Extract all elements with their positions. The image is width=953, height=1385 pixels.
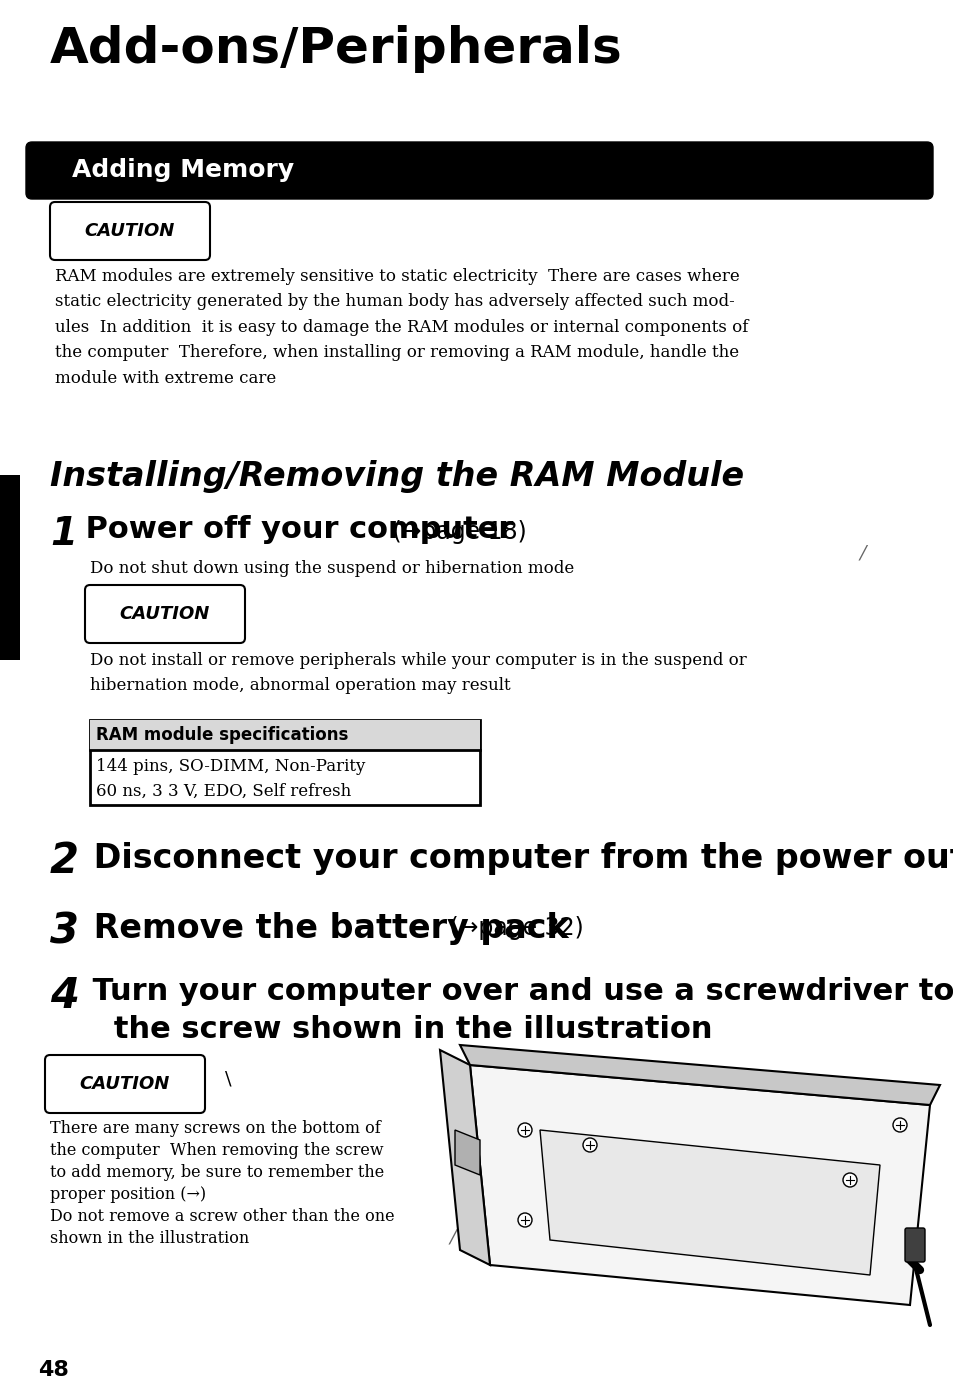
FancyBboxPatch shape: [45, 1055, 205, 1114]
Polygon shape: [459, 1046, 939, 1105]
Text: 4: 4: [50, 975, 79, 1017]
Text: proper position (→): proper position (→): [50, 1186, 206, 1204]
Text: 144 pins, SO-DIMM, Non-Parity: 144 pins, SO-DIMM, Non-Parity: [96, 758, 365, 776]
Bar: [90, 720, 479, 751]
Circle shape: [517, 1213, 532, 1227]
Polygon shape: [470, 1065, 929, 1305]
Text: 48: 48: [38, 1360, 69, 1379]
Text: Power off your computer: Power off your computer: [75, 515, 513, 544]
Text: Add-ons/Peripherals: Add-ons/Peripherals: [50, 25, 622, 73]
Polygon shape: [455, 1130, 479, 1174]
Text: (→page 18): (→page 18): [385, 519, 526, 544]
Text: the computer  When removing the screw: the computer When removing the screw: [50, 1143, 383, 1159]
Text: CAUTION: CAUTION: [85, 222, 175, 240]
Text: 60 ns, 3 3 V, EDO, Self refresh: 60 ns, 3 3 V, EDO, Self refresh: [96, 783, 351, 801]
Text: Adding Memory: Adding Memory: [71, 158, 294, 183]
Circle shape: [582, 1138, 597, 1152]
Text: /: /: [859, 546, 865, 562]
Bar: [0, 475, 20, 661]
Polygon shape: [439, 1050, 490, 1265]
FancyBboxPatch shape: [85, 584, 245, 643]
Text: Disconnect your computer from the power outlet: Disconnect your computer from the power …: [82, 842, 953, 875]
Text: the screw shown in the illustration: the screw shown in the illustration: [82, 1015, 712, 1044]
Text: (→page 32): (→page 32): [441, 915, 583, 940]
Circle shape: [517, 1123, 532, 1137]
Text: CAUTION: CAUTION: [80, 1075, 170, 1093]
Text: RAM module specifications: RAM module specifications: [96, 726, 348, 744]
FancyBboxPatch shape: [26, 143, 932, 199]
Text: Installing/Removing the RAM Module: Installing/Removing the RAM Module: [50, 460, 743, 493]
FancyBboxPatch shape: [50, 202, 210, 260]
FancyBboxPatch shape: [904, 1228, 924, 1262]
Text: Turn your computer over and use a screwdriver to remove: Turn your computer over and use a screwd…: [82, 976, 953, 1006]
Text: /: /: [450, 1228, 456, 1247]
Circle shape: [842, 1173, 856, 1187]
Text: There are many screws on the bottom of: There are many screws on the bottom of: [50, 1120, 380, 1137]
Text: 2: 2: [50, 839, 79, 882]
Text: Do not remove a screw other than the one: Do not remove a screw other than the one: [50, 1208, 395, 1224]
Text: to add memory, be sure to remember the: to add memory, be sure to remember the: [50, 1163, 384, 1181]
Circle shape: [892, 1118, 906, 1132]
Text: Remove the battery pack: Remove the battery pack: [82, 911, 568, 945]
Text: 1: 1: [50, 515, 77, 553]
Text: CAUTION: CAUTION: [120, 605, 210, 623]
Bar: [90, 720, 479, 805]
Text: 3: 3: [50, 910, 79, 951]
Text: shown in the illustration: shown in the illustration: [50, 1230, 249, 1247]
Polygon shape: [539, 1130, 879, 1276]
Text: Do not install or remove peripherals while your computer is in the suspend or
hi: Do not install or remove peripherals whi…: [90, 652, 746, 694]
Text: RAM modules are extremely sensitive to static electricity  There are cases where: RAM modules are extremely sensitive to s…: [55, 269, 747, 386]
Text: \: \: [225, 1071, 232, 1089]
Text: Do not shut down using the suspend or hibernation mode: Do not shut down using the suspend or hi…: [90, 560, 574, 578]
